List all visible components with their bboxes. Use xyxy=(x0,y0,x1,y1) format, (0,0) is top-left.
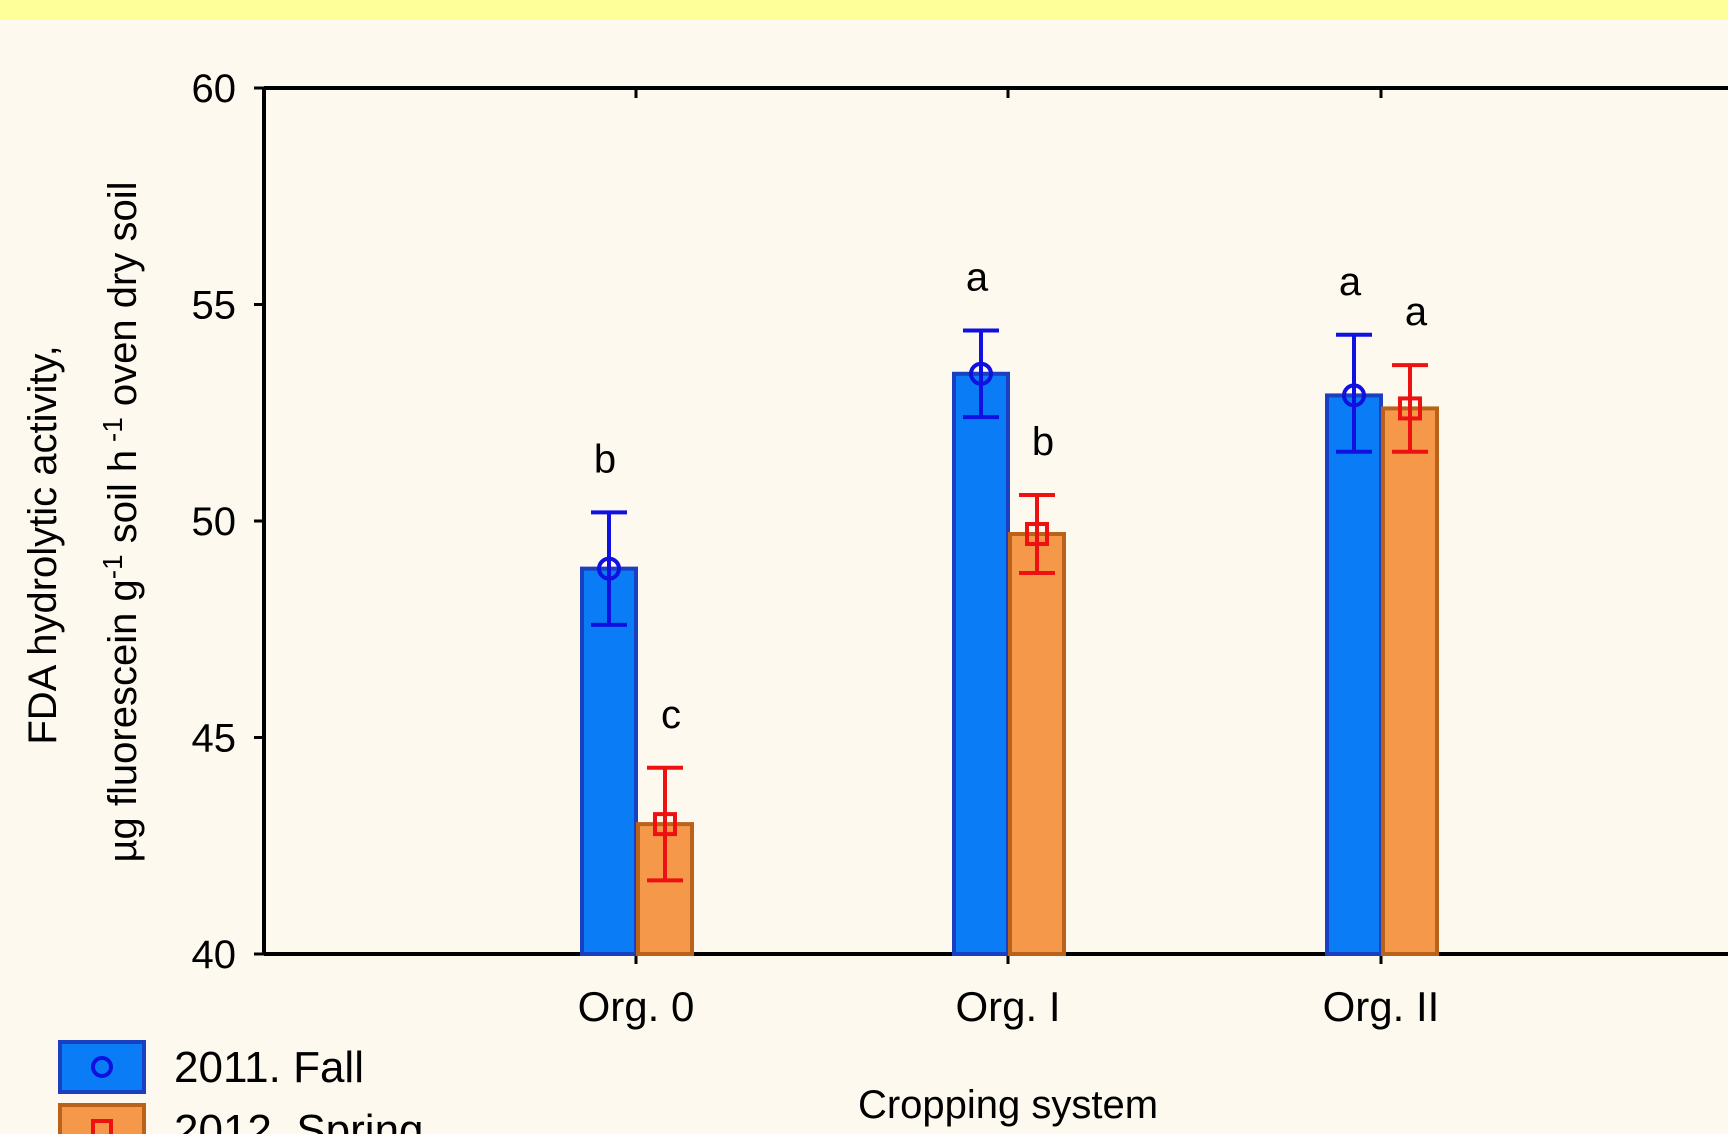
category-label: Org. I xyxy=(955,983,1060,1030)
y-tick-label: 45 xyxy=(192,717,237,761)
significance-letter: a xyxy=(1339,260,1362,304)
y-axis-title-line2: µg fluorescein g-1 soil h -1 oven dry so… xyxy=(97,182,145,863)
mean-marker-circle xyxy=(597,556,621,581)
category-label: Org. II xyxy=(1323,983,1440,1030)
y-tick-label: 40 xyxy=(192,933,237,977)
significance-letter: b xyxy=(594,437,616,481)
mean-marker-square xyxy=(1025,521,1049,546)
y-tick-label: 60 xyxy=(192,67,237,111)
bar xyxy=(1008,531,1066,956)
significance-letter: a xyxy=(1405,290,1428,334)
legend-swatch xyxy=(58,1040,146,1094)
mean-marker-circle xyxy=(1342,383,1366,408)
legend-marker-circle xyxy=(91,1056,113,1078)
legend-marker-square xyxy=(91,1119,113,1134)
ylabel-sup-b: -1 xyxy=(97,417,128,450)
significance-letter: a xyxy=(966,255,989,299)
mean-marker-circle xyxy=(969,361,993,386)
bar xyxy=(1381,406,1439,957)
ylabel-part-c: oven dry soil xyxy=(101,182,145,418)
bars xyxy=(580,328,1439,957)
category-label: Org. 0 xyxy=(578,983,695,1030)
top-band xyxy=(0,0,1728,20)
ylabel-part-a: µg fluorescein g xyxy=(101,579,145,862)
y-tick-label: 50 xyxy=(192,500,237,544)
legend: 2011. Fall 2012. Spring xyxy=(58,1040,424,1134)
y-axis-title-line1: FDA hydrolytic activity, xyxy=(21,345,65,744)
mean-marker-square xyxy=(1398,396,1422,421)
y-tick-label: 55 xyxy=(192,284,237,328)
legend-label: 2011. Fall xyxy=(174,1043,364,1092)
ylabel-part-b: soil h xyxy=(101,450,145,555)
ylabel-sup-a: -1 xyxy=(97,554,128,579)
mean-marker-square xyxy=(653,812,677,837)
legend-label: 2012. Spring xyxy=(174,1106,424,1134)
bar xyxy=(580,566,638,956)
x-axis-title: Cropping system xyxy=(858,1083,1158,1127)
bar xyxy=(952,371,1010,956)
significance-letter: c xyxy=(661,693,681,737)
significance-letter: b xyxy=(1032,420,1054,464)
bar xyxy=(1325,393,1383,956)
